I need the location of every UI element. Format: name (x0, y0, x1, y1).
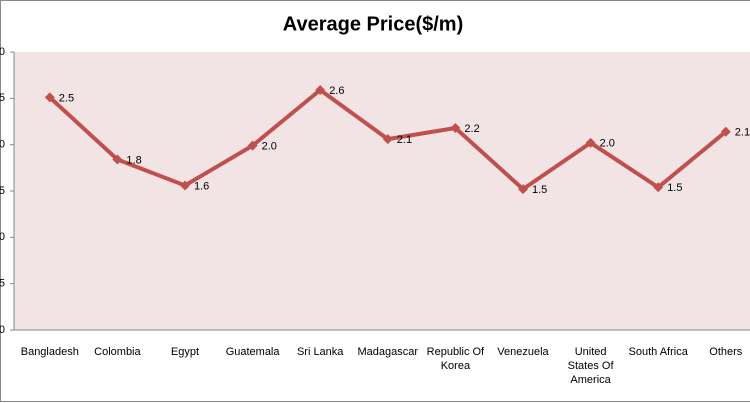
data-label: 2.1 (735, 127, 750, 139)
marker (518, 184, 528, 195)
marker (44, 92, 55, 103)
data-label: 2.0 (262, 140, 277, 152)
marker (585, 137, 596, 148)
marker (450, 122, 461, 133)
y-tick-label: 0.5 (0, 278, 5, 290)
y-tick-label: 2.0 (0, 139, 5, 151)
y-tick-label: 3.0 (0, 46, 5, 58)
x-tick-label: Republic Of Korea (426, 346, 485, 372)
x-tick-label: Madagascar (357, 346, 419, 358)
marker (180, 180, 190, 191)
marker (720, 126, 731, 137)
x-tick-label: South Africa (628, 346, 688, 358)
marker (653, 182, 664, 193)
data-label: 1.5 (532, 184, 547, 196)
x-tick-label: Egypt (170, 346, 200, 358)
x-tick-label: Guatemala (225, 346, 280, 358)
y-tick-label: 1.5 (0, 185, 5, 197)
y-tick-label: 2.5 (0, 92, 5, 104)
data-label: 2.6 (329, 85, 344, 97)
y-tick-label: 0.0 (0, 324, 5, 336)
data-label: 2.0 (600, 138, 615, 150)
data-label: 2.2 (464, 123, 479, 135)
marker (315, 84, 326, 95)
chart-title: Average Price($/m) (283, 13, 463, 35)
data-label: 1.6 (194, 180, 209, 192)
x-tick-label: Others (709, 346, 743, 358)
x-tick-label: United States Of America (567, 346, 614, 386)
data-label: 2.5 (59, 92, 74, 104)
marker (382, 134, 393, 145)
data-label: 2.1 (397, 134, 412, 146)
y-tick-label: 1.0 (0, 231, 5, 243)
marker (112, 154, 123, 165)
x-tick-label: Sri Lanka (296, 346, 344, 358)
data-label: 1.5 (667, 182, 682, 194)
plot-area (14, 52, 750, 330)
x-tick-label: Colombia (94, 346, 141, 358)
data-label: 1.8 (126, 154, 141, 166)
x-tick-label: Bangladesh (20, 346, 79, 358)
x-tick-label: Venezuela (497, 346, 549, 358)
marker (247, 140, 258, 151)
